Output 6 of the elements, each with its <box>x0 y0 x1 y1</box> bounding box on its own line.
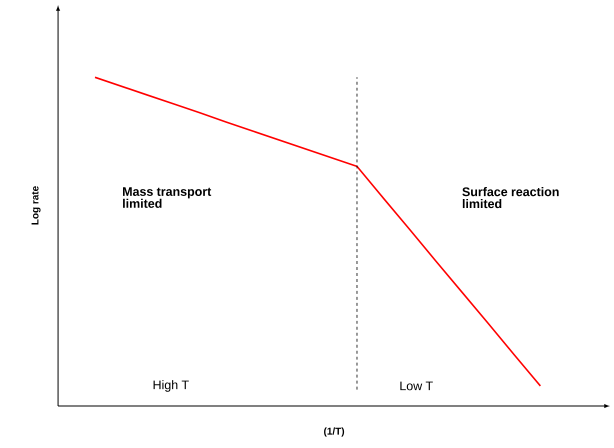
annotation: Surface reaction limited <box>462 187 559 208</box>
annotation: High T <box>154 380 189 392</box>
y-axis-title: Log rate <box>32 186 41 224</box>
annotation: Low T <box>400 382 433 390</box>
x-axis-title: (1/T) <box>324 427 344 437</box>
annotation: Mass transport limited <box>123 187 212 208</box>
